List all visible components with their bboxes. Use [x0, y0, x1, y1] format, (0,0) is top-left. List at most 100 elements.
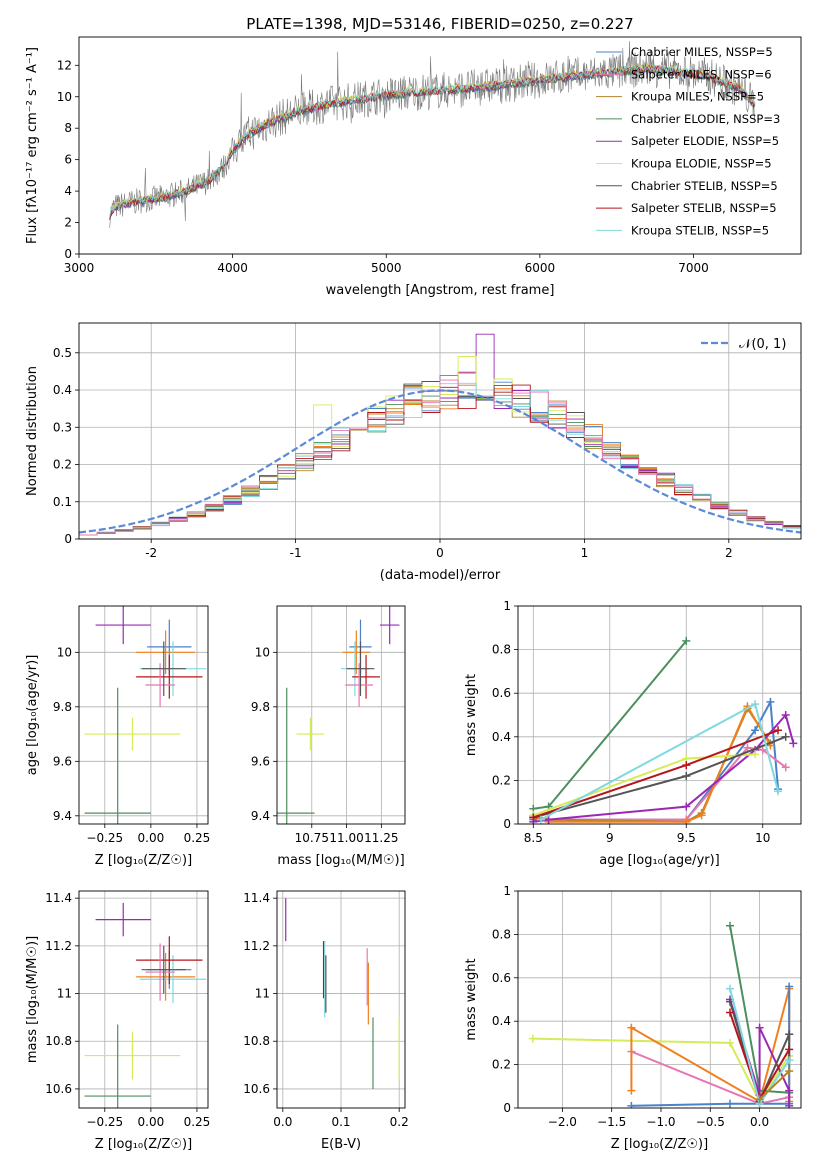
legend-label: 𝒩(0, 1)	[739, 337, 786, 352]
y-tick-label: 1	[503, 884, 511, 898]
y-tick-label: 11.4	[243, 891, 270, 905]
x-tick-label: 11.00	[329, 831, 363, 845]
residual-hist-plot: -2 -1 0 1 2 0 0.1 0.2 0.3 0.4 0.5 (data-model)/erro…	[25, 322, 802, 583]
x-tick-label: 0.25	[184, 1115, 211, 1129]
x-tick-label: 0.00	[138, 831, 165, 845]
massweight-vs-z-data	[528, 921, 794, 1108]
axes-frame	[78, 322, 802, 540]
y-tick-label: 11	[57, 987, 72, 1001]
y-tick-label: 9.8	[53, 700, 72, 714]
y-tick-label: 0.3	[53, 420, 72, 434]
x-axis-label: wavelength [Angstrom, rest frame]	[326, 283, 555, 298]
x-tick-label: 10.75	[295, 831, 329, 845]
x-tick-label: 6000	[525, 261, 556, 275]
legend-label: Kroupa ELODIE, NSSP=5	[631, 157, 772, 171]
y-tick-label: 9.4	[251, 809, 270, 823]
y-axis-label: mass weight	[464, 958, 479, 1040]
legend-label: Kroupa MILES, NSSP=5	[631, 90, 764, 104]
y-tick-label: 10.6	[243, 1082, 270, 1096]
legend-label: Salpeter MILES, NSSP=6	[631, 67, 772, 81]
mass-vs-ebv-plot: 0.0 0.1 0.2 10.6 10.8 11 11.2 11.4 E(B-V)	[243, 890, 409, 1152]
mass-vs-z-data	[84, 902, 207, 1108]
x-tick-label: −0.5	[696, 1115, 725, 1129]
y-tick-label: 0.2	[492, 773, 511, 787]
y-tick-label: 0.6	[492, 686, 511, 700]
legend-label: Salpeter ELODIE, NSSP=5	[631, 134, 779, 148]
y-tick-label: 0.8	[492, 643, 511, 657]
x-tick-label: 0.25	[184, 831, 211, 845]
x-tick-label: 0.0	[273, 1115, 292, 1129]
y-tick-label: 11.4	[45, 891, 72, 905]
axes-frame	[78, 36, 802, 255]
mass-vs-ebv-grid	[277, 891, 405, 1108]
x-tick-label: −1.0	[646, 1115, 675, 1129]
legend-label: Chabrier MILES, NSSP=5	[631, 45, 773, 59]
x-tick-label: 7000	[678, 261, 709, 275]
y-tick-label: 1	[503, 599, 511, 613]
y-axis-label: mass weight	[464, 674, 479, 756]
model-spectrum-line	[109, 64, 756, 219]
axes-frame	[517, 605, 802, 825]
x-tick-label: 0.2	[390, 1115, 409, 1129]
x-tick-label: −0.25	[86, 831, 123, 845]
x-tick-label: −0.25	[86, 1115, 123, 1129]
x-tick-label: -2	[145, 546, 157, 560]
x-tick-label: 1	[581, 546, 589, 560]
x-tick-label: 0	[436, 546, 444, 560]
y-tick-label: 0	[64, 247, 72, 261]
x-tick-label: 10	[755, 831, 770, 845]
mass-vs-z-grid	[79, 891, 208, 1108]
y-tick-label: 11.2	[243, 939, 270, 953]
x-axis-label: Z [log₁₀(Z/Z☉)]	[611, 1137, 708, 1152]
axes-frame	[276, 605, 406, 825]
y-axis-label: Normed distribution	[25, 366, 40, 496]
age-vs-z-plot: −0.25 0.00 0.25 9.4 9.6 9.8 10 Z [log₁₀(Z/Z☉)] a…	[25, 605, 211, 868]
massweight-vs-z-plot: −2.0 −1.5 −1.0 −0.5 0.0 0 0.2 0.4 0.6 0.8 1 Z [log₁…	[464, 884, 802, 1152]
x-tick-label: 5000	[371, 261, 402, 275]
y-tick-label: 0.8	[492, 927, 511, 941]
normal-curve	[79, 389, 801, 534]
y-tick-label: 9.4	[53, 809, 72, 823]
mass-vs-z-plot: −0.25 0.00 0.25 10.6 10.8 11 11.2 11.4 Z [log₁₀(…	[25, 890, 211, 1152]
y-tick-label: 2	[64, 216, 72, 230]
y-tick-label: 10	[255, 645, 270, 659]
legend-label: Kroupa STELIB, NSSP=5	[631, 223, 769, 237]
x-tick-label: 9.5	[677, 831, 696, 845]
x-axis-label: (data-model)/error	[380, 568, 501, 583]
spectrum-data	[109, 41, 756, 228]
axes-frame	[78, 890, 209, 1109]
y-tick-label: 9.8	[251, 700, 270, 714]
axes-frame	[78, 605, 209, 825]
mass-vs-ebv-data	[285, 898, 400, 1089]
x-tick-label: 11.25	[364, 831, 398, 845]
x-tick-label: 8.5	[524, 831, 543, 845]
x-tick-label: −2.0	[548, 1115, 577, 1129]
y-tick-label: 0.4	[492, 730, 511, 744]
y-tick-label: 11.2	[45, 939, 72, 953]
model-spectrum-line	[109, 64, 756, 218]
legend-label: Chabrier ELODIE, NSSP=3	[631, 112, 780, 126]
y-tick-label: 0.2	[53, 458, 72, 472]
x-tick-label: 0.1	[331, 1115, 350, 1129]
x-tick-label: 2	[725, 546, 733, 560]
age-vs-mass-grid	[277, 606, 405, 824]
x-tick-label: 0.0	[750, 1115, 769, 1129]
y-tick-label: 0.4	[492, 1014, 511, 1028]
y-tick-label: 9.6	[53, 754, 72, 768]
y-tick-label: 10.8	[243, 1034, 270, 1048]
y-tick-label: 10	[57, 90, 72, 104]
x-axis-label: mass [log₁₀(M/M☉)]	[277, 853, 404, 868]
spectrum-plot: 3000 4000 5000 6000 7000 0 2 4 6 8 10 12 wavelength …	[25, 36, 802, 298]
age-vs-mass-plot: 10.75 11.00 11.25 9.4 9.6 9.8 10 mass [log₁₀(M/…	[251, 605, 406, 868]
y-tick-label: 10	[57, 645, 72, 659]
age-vs-z-grid	[79, 606, 208, 824]
y-tick-label: 0.4	[53, 383, 72, 397]
x-tick-label: 3000	[64, 261, 95, 275]
legend-label: Chabrier STELIB, NSSP=5	[631, 179, 778, 193]
age-vs-z-data	[84, 606, 207, 824]
x-tick-label: −1.5	[597, 1115, 626, 1129]
y-axis-label: mass [log₁₀(M/M☉)]	[25, 936, 40, 1063]
y-axis-label: Flux [fλ10⁻¹⁷ erg cm⁻² s⁻¹ A⁻¹]	[25, 47, 40, 244]
y-tick-label: 12	[57, 58, 72, 72]
